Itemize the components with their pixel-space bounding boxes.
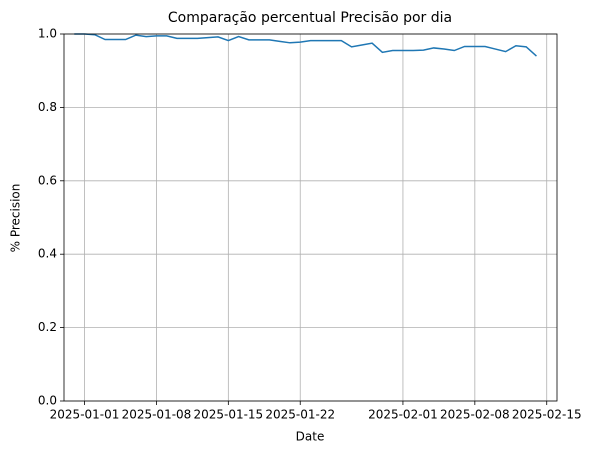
x-tick-label: 2025-02-08 [440,408,510,422]
x-tick-label: 2025-01-01 [50,408,120,422]
x-tick-label: 2025-02-01 [368,408,438,422]
y-tick-label: 0.4 [38,247,57,261]
x-tick-label: 2025-01-15 [193,408,263,422]
x-tick-label: 2025-01-22 [265,408,335,422]
x-axis-label: Date [296,430,325,444]
y-tick-label: 0.6 [38,173,57,187]
y-axis-label: % Precision [9,184,23,253]
y-tick-label: 0.2 [38,320,57,334]
line [74,33,537,57]
chart-title: Comparação percentual Precisão por dia [168,10,452,26]
y-tick-label: 1.0 [38,27,57,41]
x-tick-label: 2025-02-15 [512,408,582,422]
y-tick-label: 0.0 [38,394,57,408]
x-tick-label: 2025-01-08 [122,408,192,422]
plot-frame [63,33,558,402]
y-tick-label: 0.8 [38,100,57,114]
